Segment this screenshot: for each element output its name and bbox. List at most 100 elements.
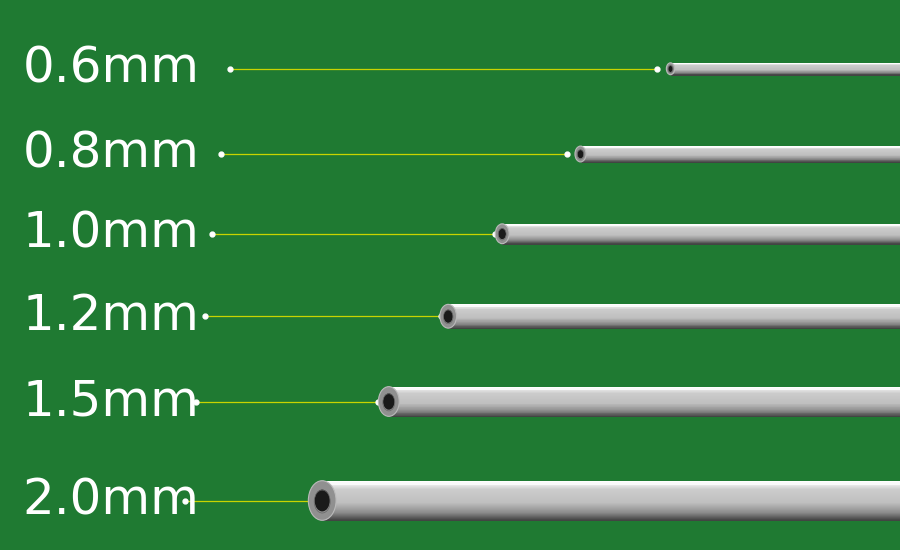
- Bar: [322, 513, 900, 514]
- Bar: [322, 516, 900, 518]
- Bar: [448, 316, 900, 317]
- Bar: [448, 308, 900, 309]
- Bar: [389, 393, 900, 394]
- Bar: [322, 485, 900, 486]
- Text: 1.0mm: 1.0mm: [22, 210, 200, 258]
- Ellipse shape: [378, 387, 400, 416]
- Bar: [448, 326, 900, 327]
- Bar: [389, 399, 900, 400]
- Bar: [322, 494, 900, 496]
- Bar: [322, 487, 900, 488]
- Bar: [322, 482, 900, 483]
- Bar: [448, 314, 900, 315]
- Ellipse shape: [578, 150, 583, 158]
- Bar: [322, 518, 900, 519]
- Bar: [448, 307, 900, 308]
- Bar: [448, 322, 900, 323]
- Bar: [389, 412, 900, 414]
- Bar: [448, 324, 900, 325]
- Bar: [448, 319, 900, 320]
- Ellipse shape: [575, 146, 586, 162]
- Bar: [389, 402, 900, 403]
- Bar: [322, 496, 900, 497]
- Bar: [389, 411, 900, 412]
- Bar: [448, 313, 900, 314]
- Bar: [322, 512, 900, 513]
- Bar: [389, 392, 900, 393]
- Text: 0.8mm: 0.8mm: [22, 130, 200, 178]
- Ellipse shape: [440, 304, 456, 328]
- Bar: [448, 321, 900, 322]
- Bar: [448, 304, 900, 305]
- Bar: [389, 401, 900, 402]
- Bar: [322, 499, 900, 501]
- Bar: [322, 503, 900, 504]
- Bar: [322, 497, 900, 498]
- Bar: [389, 404, 900, 405]
- Ellipse shape: [444, 310, 453, 323]
- Bar: [389, 394, 900, 395]
- Bar: [322, 490, 900, 491]
- Bar: [322, 507, 900, 508]
- Bar: [322, 514, 900, 515]
- Ellipse shape: [383, 393, 394, 410]
- Bar: [322, 493, 900, 494]
- Bar: [322, 483, 900, 485]
- Bar: [448, 311, 900, 312]
- Bar: [389, 391, 900, 392]
- Bar: [322, 510, 900, 512]
- Bar: [448, 317, 900, 318]
- Bar: [322, 486, 900, 487]
- Bar: [389, 388, 900, 389]
- Bar: [389, 395, 900, 397]
- Bar: [389, 406, 900, 408]
- Bar: [322, 509, 900, 510]
- Bar: [322, 500, 900, 502]
- Ellipse shape: [499, 228, 506, 239]
- Bar: [389, 400, 900, 401]
- Bar: [389, 414, 900, 415]
- Ellipse shape: [495, 224, 509, 244]
- Bar: [448, 306, 900, 307]
- Bar: [322, 519, 900, 520]
- Ellipse shape: [309, 481, 336, 520]
- Bar: [389, 398, 900, 399]
- Bar: [322, 502, 900, 503]
- Bar: [389, 403, 900, 404]
- Bar: [322, 488, 900, 490]
- Text: 1.2mm: 1.2mm: [22, 292, 200, 340]
- Bar: [448, 318, 900, 319]
- Bar: [389, 410, 900, 411]
- Bar: [389, 387, 900, 388]
- Text: 2.0mm: 2.0mm: [22, 476, 200, 525]
- Bar: [389, 389, 900, 390]
- Ellipse shape: [315, 490, 329, 512]
- Bar: [322, 498, 900, 499]
- Bar: [448, 325, 900, 326]
- Bar: [448, 312, 900, 313]
- Bar: [389, 405, 900, 406]
- Bar: [389, 390, 900, 391]
- Bar: [389, 415, 900, 416]
- Bar: [389, 409, 900, 410]
- Bar: [448, 320, 900, 321]
- Text: 1.5mm: 1.5mm: [22, 377, 200, 426]
- Text: 0.6mm: 0.6mm: [22, 45, 200, 93]
- Bar: [322, 481, 900, 482]
- Bar: [448, 309, 900, 310]
- Bar: [448, 310, 900, 311]
- Bar: [322, 504, 900, 505]
- Bar: [448, 323, 900, 324]
- Bar: [322, 492, 900, 493]
- Bar: [322, 508, 900, 509]
- Bar: [389, 408, 900, 409]
- Ellipse shape: [666, 63, 675, 75]
- Bar: [322, 505, 900, 507]
- Bar: [448, 315, 900, 316]
- Bar: [322, 515, 900, 516]
- Bar: [448, 327, 900, 328]
- Bar: [448, 305, 900, 306]
- Bar: [389, 397, 900, 398]
- Bar: [322, 491, 900, 492]
- Ellipse shape: [668, 65, 673, 72]
